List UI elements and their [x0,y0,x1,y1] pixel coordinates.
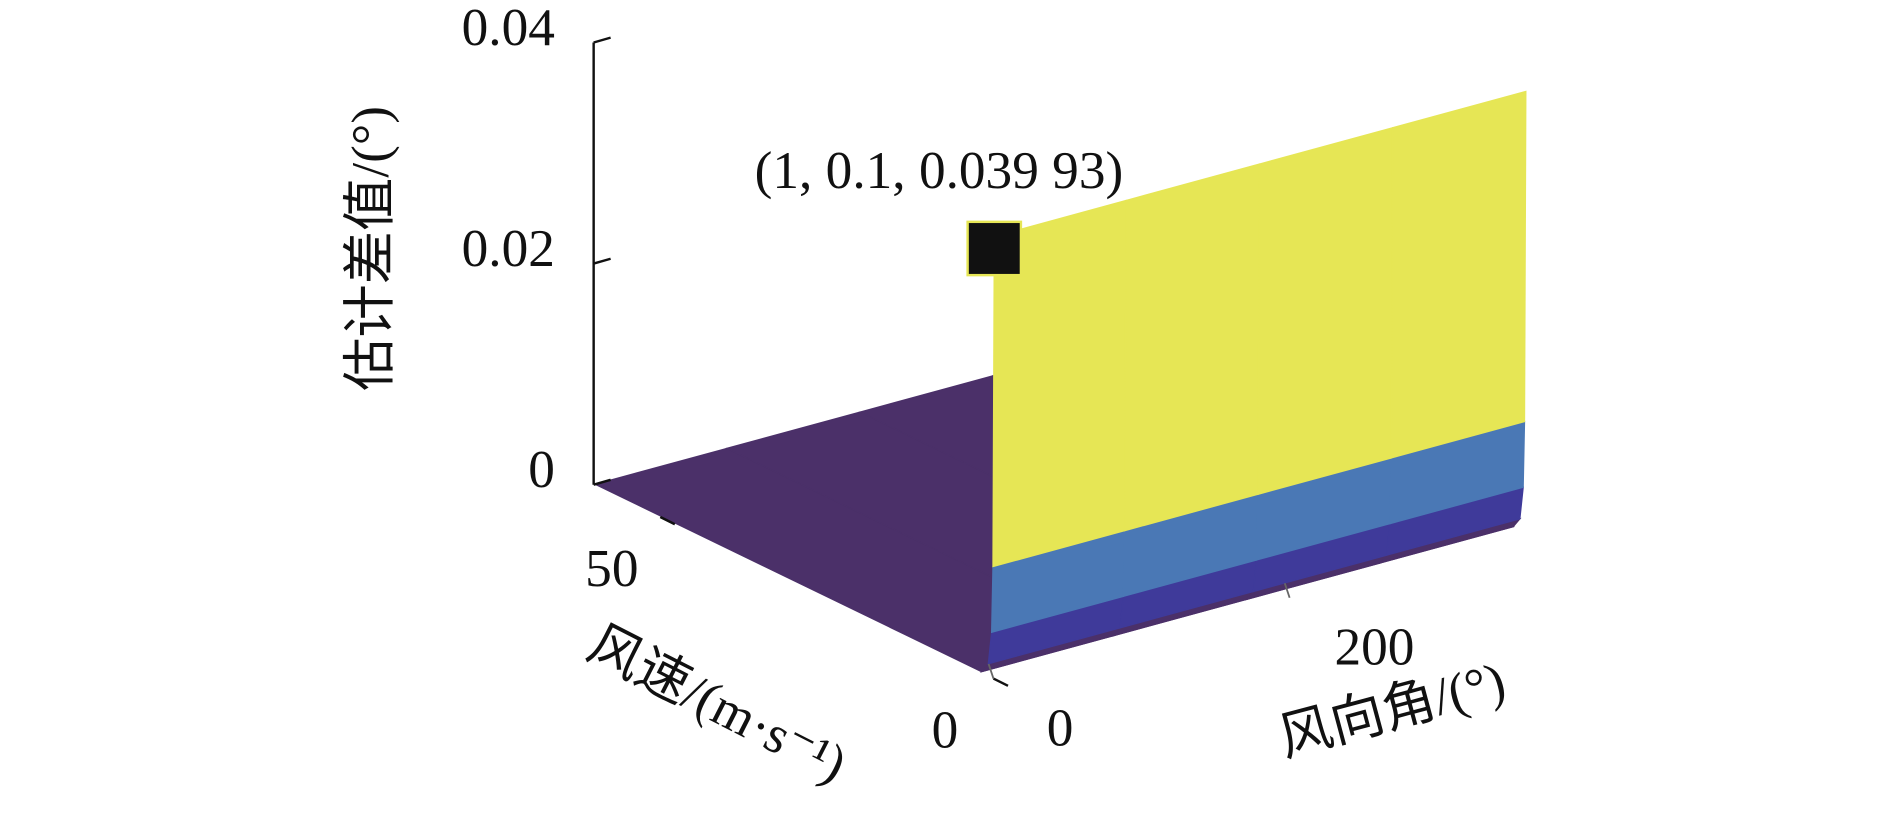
surface-facet [1390,90,1527,459]
z-tick [593,478,611,486]
y-tick-label: 0 [932,701,959,760]
y-tick [992,677,1009,687]
annotation: (1, 0.1, 0.039 93) [755,141,1124,200]
z-tick [593,36,611,44]
x-tick-label: 0 [1047,698,1074,757]
y-tick-label: 50 [585,539,638,598]
z-tick [593,257,611,265]
z-tick-label: 0 [528,440,555,499]
y-tick [659,515,676,526]
z-axis-label: 估计差值/(°) [341,106,400,391]
x-tick-label: 200 [1334,618,1414,677]
surface-facet [1257,126,1394,496]
z-tick-label: 0.02 [462,219,555,278]
x-tick [1283,582,1291,599]
x-tick [987,663,995,679]
surface-facet [1124,163,1260,532]
z-tick-label: 0.04 [462,0,555,57]
y-axis-label: 风速/(m·s⁻¹) [579,614,856,794]
data-marker [966,220,1023,277]
